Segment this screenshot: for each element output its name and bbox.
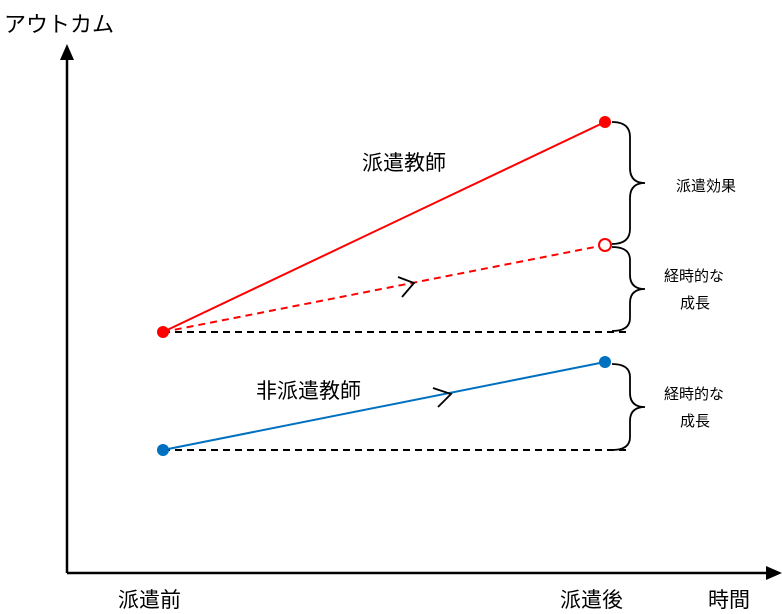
x-tick-before: 派遣前 <box>118 588 181 612</box>
non-dispatched-trend-line <box>162 361 606 451</box>
growth-blue-line1: 経時的な <box>664 385 724 403</box>
x-axis-arrowhead <box>766 566 782 580</box>
brace-dispatch-effect <box>611 121 646 245</box>
brace-growth-red <box>611 246 646 332</box>
non-dispatched-before-point <box>157 444 169 456</box>
non-dispatched-label: 非派遣教師 <box>256 379 361 403</box>
growth-blue-line2: 成長 <box>680 412 710 430</box>
dispatched-arrow-chevron <box>397 276 416 298</box>
dispatched-before-point <box>157 326 169 338</box>
dispatched-counterfactual-point <box>598 238 612 252</box>
x-tick-after: 派遣後 <box>560 588 623 612</box>
non-dispatched-arrow-chevron <box>432 387 453 408</box>
dispatch-effect-label: 派遣効果 <box>676 177 736 195</box>
dispatched-counterfactual-line <box>162 244 606 333</box>
dispatched-trend-line <box>162 121 606 333</box>
y-axis-arrowhead <box>60 44 74 60</box>
non-dispatched-after-point <box>599 356 611 368</box>
growth-red-line1: 経時的な <box>664 267 724 285</box>
x-axis-label: 時間 <box>708 588 750 612</box>
dispatched-after-point <box>599 116 611 128</box>
y-axis-label: アウトカム <box>4 13 114 38</box>
growth-red-line2: 成長 <box>680 294 710 312</box>
dispatched-label: 派遣教師 <box>362 151 446 175</box>
brace-growth-blue <box>611 363 646 451</box>
